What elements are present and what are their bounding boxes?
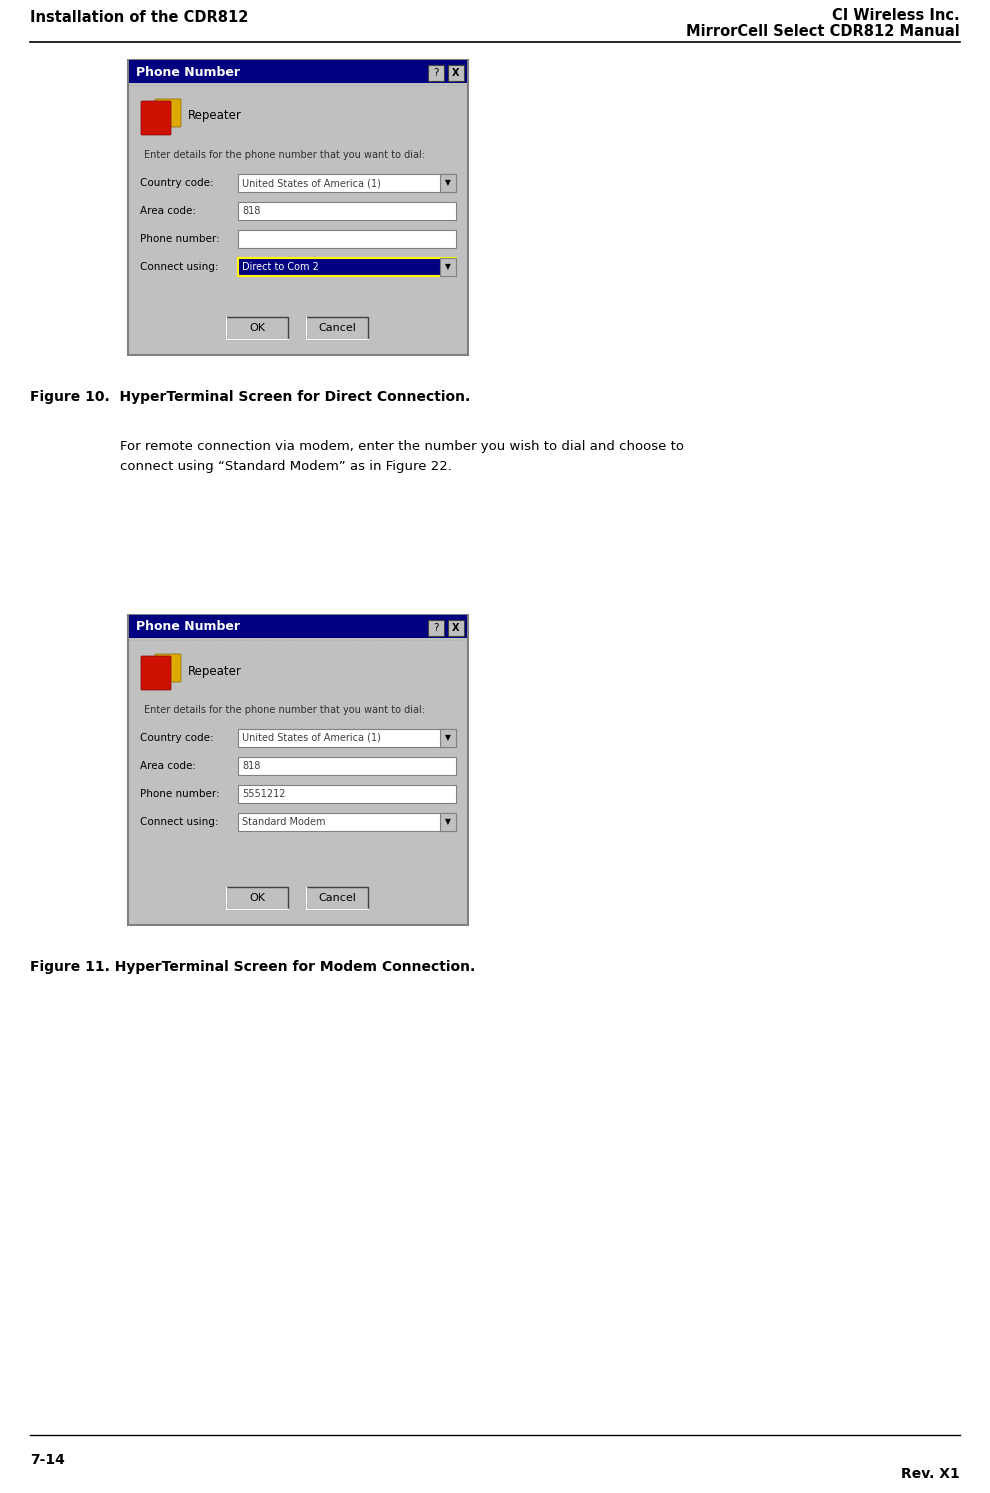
Text: Phone number:: Phone number: (140, 234, 220, 243)
Bar (428, 66, 444, 81)
FancyBboxPatch shape (141, 655, 171, 690)
FancyBboxPatch shape (141, 102, 171, 134)
Text: Connect using:: Connect using: (140, 261, 219, 272)
Text: OK: OK (249, 893, 265, 903)
Bar (238, 785, 456, 803)
Bar (448, 66, 464, 81)
Text: For remote connection via modem, enter the number you wish to dial and choose to: For remote connection via modem, enter t… (120, 440, 684, 452)
Text: ?: ? (434, 69, 439, 78)
Text: Phone Number: Phone Number (136, 621, 240, 633)
Bar (306, 887, 368, 909)
Text: Area code:: Area code: (140, 206, 196, 216)
Bar (440, 729, 456, 746)
Text: X: X (452, 69, 459, 78)
Text: ▼: ▼ (446, 263, 450, 272)
Text: X: X (452, 623, 459, 633)
Text: 818: 818 (242, 206, 260, 216)
Text: Standard Modem: Standard Modem (242, 817, 326, 827)
Text: MirrorCell Select CDR812 Manual: MirrorCell Select CDR812 Manual (686, 24, 960, 39)
Bar (306, 317, 368, 339)
Text: Figure 11. HyperTerminal Screen for Modem Connection.: Figure 11. HyperTerminal Screen for Mode… (30, 960, 475, 973)
Text: 5551212: 5551212 (242, 788, 285, 799)
Bar (129, 615, 467, 638)
Bar (428, 620, 444, 636)
Text: Installation of the CDR812: Installation of the CDR812 (30, 10, 248, 25)
Bar (440, 258, 456, 276)
Text: Enter details for the phone number that you want to dial:: Enter details for the phone number that … (144, 149, 425, 160)
Text: United States of America (1): United States of America (1) (242, 733, 381, 744)
Text: Cancel: Cancel (318, 322, 356, 333)
Text: Repeater: Repeater (188, 109, 242, 122)
Text: Repeater: Repeater (188, 664, 242, 678)
Text: Country code:: Country code: (140, 178, 214, 188)
Bar (238, 202, 456, 219)
Text: ▼: ▼ (446, 733, 450, 742)
FancyBboxPatch shape (155, 654, 181, 682)
Bar (238, 729, 456, 746)
Text: Enter details for the phone number that you want to dial:: Enter details for the phone number that … (144, 705, 425, 715)
Bar (129, 60, 467, 84)
Text: Cancel: Cancel (318, 893, 356, 903)
Text: Phone Number: Phone Number (136, 66, 240, 79)
Bar (238, 757, 456, 775)
Bar (226, 317, 288, 339)
Text: Direct to Com 2: Direct to Com 2 (242, 261, 319, 272)
Bar (226, 887, 288, 909)
Text: Connect using:: Connect using: (140, 817, 219, 827)
Text: ▼: ▼ (446, 818, 450, 827)
Text: Area code:: Area code: (140, 761, 196, 770)
Bar (238, 175, 456, 193)
Text: connect using “Standard Modem” as in Figure 22.: connect using “Standard Modem” as in Fig… (120, 460, 451, 473)
Text: 818: 818 (242, 761, 260, 770)
Text: ?: ? (434, 623, 439, 633)
Bar (238, 258, 456, 276)
Bar (238, 814, 456, 832)
Text: Phone number:: Phone number: (140, 788, 220, 799)
Text: Rev. X1: Rev. X1 (901, 1468, 960, 1481)
Bar (440, 175, 456, 193)
Text: OK: OK (249, 322, 265, 333)
Text: Country code:: Country code: (140, 733, 214, 744)
FancyBboxPatch shape (155, 99, 181, 127)
Text: ▼: ▼ (446, 179, 450, 188)
Text: CI Wireless Inc.: CI Wireless Inc. (833, 7, 960, 22)
Bar (448, 620, 464, 636)
Text: 7-14: 7-14 (30, 1453, 65, 1468)
Bar (128, 60, 468, 355)
Bar (238, 230, 456, 248)
Bar (440, 814, 456, 832)
Text: Figure 10.  HyperTerminal Screen for Direct Connection.: Figure 10. HyperTerminal Screen for Dire… (30, 390, 470, 405)
Text: United States of America (1): United States of America (1) (242, 178, 381, 188)
Bar (128, 615, 468, 926)
